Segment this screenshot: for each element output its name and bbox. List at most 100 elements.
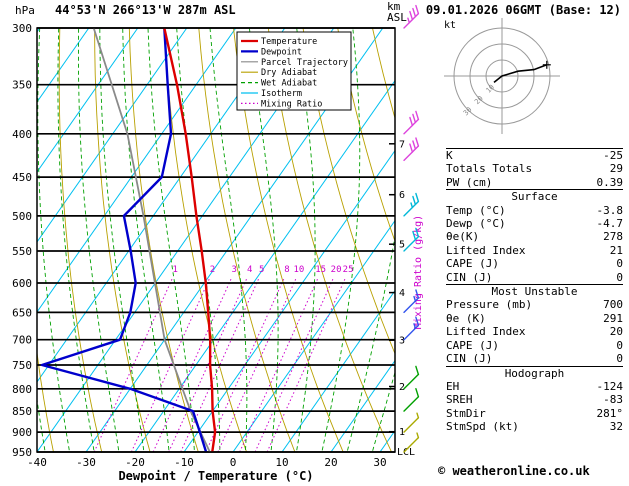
wind-barb [403, 192, 420, 217]
pressure-tick-label: 350 [12, 79, 32, 92]
pressure-tick-label: 400 [12, 128, 32, 141]
wind-barb [403, 227, 420, 252]
pressure-tick-label: 750 [12, 359, 32, 372]
hodograph-unit-label: kt [444, 20, 456, 31]
temperature-tick-label: 10 [275, 456, 288, 469]
isotherm-line [37, 28, 237, 313]
isotherm-line [37, 28, 188, 243]
pressure-tick-label: 650 [12, 306, 32, 319]
stats-row: θe(K) 278 [446, 230, 623, 243]
grid-lines [37, 28, 395, 452]
legend-label: Dry Adiabat [261, 68, 317, 78]
sounding-curves [40, 28, 217, 452]
altitude-unit-km: km [387, 0, 401, 13]
dewpoint-curve [40, 28, 208, 452]
stats-row: CAPE (J) 0 [446, 339, 623, 352]
pressure-unit-label: hPa [15, 4, 35, 17]
pressure-tick-label: 450 [12, 171, 32, 184]
altitude-tick-label: 2 [399, 382, 405, 393]
stat-value: 0 [616, 257, 623, 271]
altitude-unit-asl: ASL [387, 11, 407, 24]
hodograph-ring-label: 10 [484, 83, 496, 95]
wind-barb [403, 137, 420, 162]
altitude-tick-label: 4 [399, 288, 405, 299]
stats-row: θe (K) 291 [446, 312, 623, 325]
stat-label: Temp (°C) [446, 203, 506, 217]
mixing-ratio-value-label: 8 [284, 265, 289, 275]
pressure-tick-label: 900 [12, 426, 32, 439]
stat-label: Pressure (mb) [446, 298, 533, 312]
plot-border [36, 27, 396, 453]
hodograph-ring-label: 20 [473, 94, 485, 106]
mixing-ratio-value-label: 5 [259, 265, 264, 275]
stat-label: CIN (J) [446, 270, 493, 284]
lcl-label: LCL [397, 447, 415, 458]
stats-row: K -25 [446, 149, 623, 162]
stat-value: 0 [616, 270, 623, 284]
legend-label: Isotherm [261, 89, 302, 99]
stat-label: StmDir [446, 406, 486, 420]
temperature-tick-label: -30 [76, 456, 96, 469]
pressure-tick-label: 600 [12, 277, 32, 290]
legend-label: Dewpoint [261, 47, 302, 57]
temperature-axis: -40 -30 -20 -10 0 10 20 30 Dewpoint / Temperatur… [27, 456, 387, 483]
stat-value: 700 [603, 298, 623, 312]
stat-value: 291 [603, 311, 623, 325]
wet-adiabat-line [248, 28, 279, 452]
stat-value: -4.7 [596, 217, 624, 231]
stats-section-title: Most Unstable [446, 284, 623, 298]
pressure-tick-label: 550 [12, 245, 32, 258]
stat-label: K [446, 149, 453, 162]
wind-barb [403, 412, 420, 433]
stat-value: 20 [609, 325, 623, 339]
mixing-ratio-value-label: 1 [172, 265, 177, 275]
stat-value: 29 [609, 162, 623, 176]
temperature-tick-label: -10 [174, 456, 194, 469]
skewt-chart: 3003504004505005506006507007508008509009… [12, 4, 424, 483]
stats-row: CAPE (J) 0 [446, 257, 623, 270]
legend-label: Wet Adiabat [261, 79, 317, 89]
temperature-tick-label: 30 [373, 456, 386, 469]
stat-label: CIN (J) [446, 352, 493, 366]
stat-label: CAPE (J) [446, 338, 499, 352]
mixing-ratio-value-label: 2 [210, 265, 215, 275]
stats-row: EH -124 [446, 380, 623, 393]
pressure-tick-label: 850 [12, 405, 32, 418]
stat-label: PW (cm) [446, 175, 493, 189]
stat-label: EH [446, 379, 460, 393]
stats-row: StmDir 281° [446, 407, 623, 420]
wet-adiabat-line [37, 28, 71, 452]
mixing-ratio-value-label: 3 [231, 265, 236, 275]
mixing-ratio-value-label: 15 [315, 265, 326, 275]
altitude-tick-label: 1 [399, 427, 405, 438]
isotherm-line [232, 219, 395, 452]
stats-row: Lifted Index 20 [446, 325, 623, 338]
wet-adiabat-line [99, 28, 145, 452]
stat-label: Lifted Index [446, 243, 526, 257]
stats-row: PW (cm) 0.39 [446, 176, 623, 189]
wet-adiabat-line [78, 28, 120, 452]
altitude-tick-label: 3 [399, 336, 405, 347]
dry-adiabat-line [337, 28, 395, 243]
wet-adiabat-line [209, 28, 248, 452]
stat-value: -83 [603, 393, 623, 407]
stat-value: 32 [609, 420, 623, 434]
stat-label: CAPE (J) [446, 257, 499, 271]
altitude-tick-label: 5 [399, 240, 405, 251]
stat-label: Lifted Index [446, 325, 526, 339]
hodograph-trace [493, 64, 548, 84]
legend-label: Mixing Ratio [261, 99, 322, 109]
wet-adiabat-line [295, 28, 316, 452]
mixing-ratio-value-label: 4 [247, 265, 252, 275]
temperature-tick-label: 0 [230, 456, 237, 469]
stats-row: CIN (J) 0 [446, 271, 623, 284]
pressure-tick-label: 950 [12, 446, 32, 459]
stat-value: -124 [596, 379, 624, 393]
hodograph-ring [453, 27, 551, 125]
stats-table: K -25 Totals Totals 29 PW (cm) 0.39 Surface Tem… [446, 148, 623, 434]
hodograph-ring-label: 30 [462, 106, 474, 118]
pressure-tick-label: 700 [12, 334, 32, 347]
hodograph-ring [485, 59, 519, 93]
